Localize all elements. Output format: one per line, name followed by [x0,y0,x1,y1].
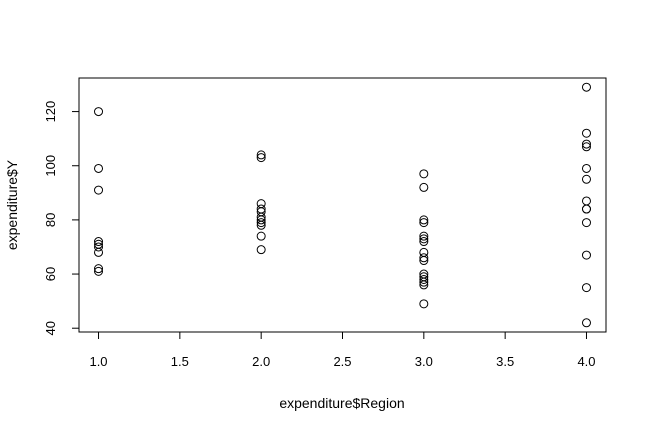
data-point [256,218,266,228]
data-point [419,237,429,247]
data-point [419,280,429,290]
data-point [419,234,429,244]
x-tick-label: 2.5 [333,354,351,369]
x-tick-label: 1.5 [171,354,189,369]
data-point [581,250,591,260]
data-point [581,218,591,228]
data-point [581,163,591,173]
data-point [94,107,104,117]
data-point [581,174,591,184]
data-point [581,204,591,214]
x-tick-label: 2.0 [252,354,270,369]
data-point [94,264,104,274]
y-tick-label: 80 [43,213,58,227]
x-tick-label: 3.5 [496,354,514,369]
data-point [419,274,429,284]
data-point [94,247,104,257]
data-point [256,215,266,225]
data-point [419,253,429,263]
data-point [94,242,104,252]
data-point [419,182,429,192]
data-point [256,220,266,230]
y-axis-label: expenditure$Y [4,159,20,250]
plot-frame [78,77,607,333]
data-point [94,237,104,247]
data-point [419,231,429,241]
x-axis-label: expenditure$Region [279,395,404,411]
data-point [256,153,266,163]
data-point [581,142,591,152]
data-point [256,231,266,241]
x-tick-label: 4.0 [577,354,595,369]
y-tick-label: 100 [43,155,58,177]
y-tick-label: 120 [43,101,58,123]
data-point [94,185,104,195]
data-point [419,218,429,228]
y-tick-label: 40 [43,321,58,335]
data-points [94,82,591,328]
data-point [419,169,429,179]
data-point [419,256,429,266]
x-axis: 1.0 1.5 2.0 2.5 3.0 3.5 4.0 [89,331,596,369]
data-point [256,245,266,255]
y-tick-label: 60 [43,267,58,281]
data-point [581,318,591,328]
data-point [581,82,591,92]
data-point [419,215,429,225]
data-point [581,283,591,293]
x-tick-label: 3.0 [415,354,433,369]
data-point [419,299,429,309]
data-point [256,150,266,160]
data-point [419,277,429,287]
data-point [581,196,591,206]
data-point [94,163,104,173]
y-axis: 40 60 80 100 120 [43,101,80,335]
data-point [581,139,591,149]
x-tick-label: 1.0 [89,354,107,369]
data-point [94,266,104,276]
data-point [581,128,591,138]
